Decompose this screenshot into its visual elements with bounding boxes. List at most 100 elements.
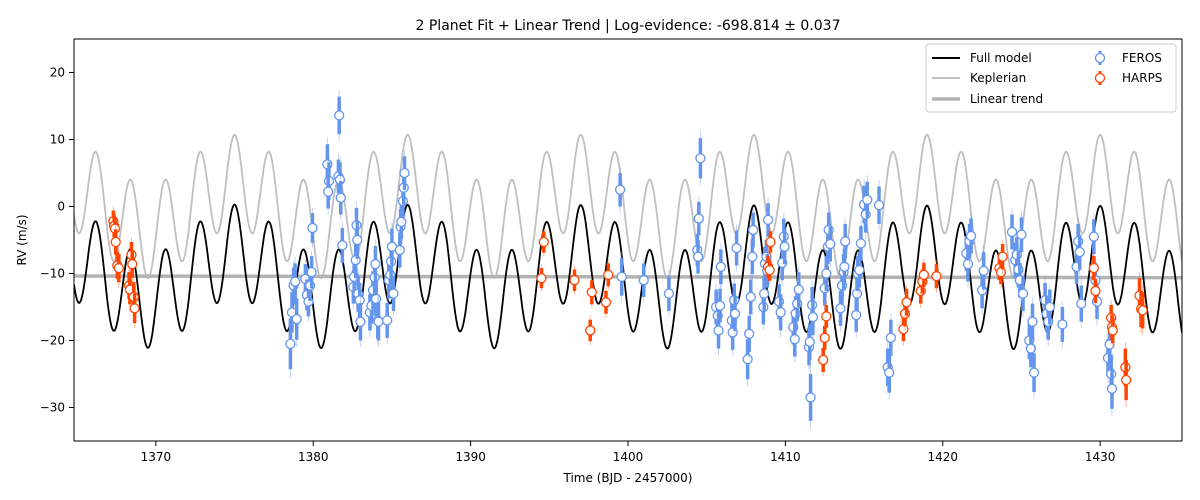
- y-axis-label: RV (m/s): [15, 214, 29, 265]
- feros-data-point: [805, 392, 816, 403]
- feros-data-point: [744, 328, 755, 339]
- feros-data-point: [747, 224, 759, 236]
- feros-data-point: [396, 216, 407, 228]
- harps-data-point: [997, 251, 1008, 262]
- feros-data-point: [835, 303, 846, 314]
- harps-data-point: [901, 297, 912, 308]
- feros-data-point: [335, 192, 346, 203]
- harps-series: [108, 206, 1148, 408]
- feros-data-point: [1028, 367, 1040, 378]
- feros-data-point: [1088, 231, 1100, 242]
- feros-data-point: [394, 244, 405, 256]
- feros-data-point: [807, 311, 819, 323]
- y-tick-label: −20: [40, 334, 65, 348]
- legend-feros-marker: [1094, 51, 1106, 65]
- feros-data-point: [762, 214, 774, 226]
- feros-data-point: [1017, 288, 1029, 299]
- legend-feros-label: FEROS: [1122, 51, 1162, 65]
- feros-data-point: [614, 184, 626, 195]
- legend-harps-marker: [1094, 71, 1106, 85]
- feros-data-point: [638, 275, 649, 286]
- harps-data-point: [1120, 374, 1132, 386]
- chart-title: 2 Planet Fit + Linear Trend | Log-eviden…: [416, 18, 841, 34]
- feros-data-point: [388, 288, 399, 299]
- y-axis: −30 −20 −10 0 10 20: [40, 66, 74, 415]
- feros-data-point: [713, 325, 724, 336]
- harps-data-point: [1088, 262, 1100, 274]
- keplerian-curve: [74, 133, 1182, 280]
- feros-data-point: [371, 293, 382, 305]
- legend: Full model Keplerian Linear trend FEROS …: [925, 43, 1177, 113]
- feros-data-point: [285, 338, 296, 350]
- harps-data-point: [1107, 325, 1118, 336]
- harps-data-point: [603, 269, 614, 280]
- legend-point: [1094, 52, 1106, 64]
- feros-data-point: [978, 265, 989, 276]
- harps-data-point: [819, 332, 830, 343]
- feros-data-point: [715, 261, 727, 272]
- feros-data-point: [884, 367, 895, 378]
- feros-data-point: [965, 230, 977, 242]
- feros-data-point: [399, 167, 410, 179]
- feros-data-point: [334, 110, 345, 121]
- harps-data-point: [127, 258, 138, 270]
- feros-data-point: [714, 300, 726, 311]
- harps-data-point: [538, 236, 549, 248]
- feros-data-point: [1025, 343, 1037, 354]
- feros-data-point: [962, 258, 974, 270]
- feros-data-point: [616, 271, 627, 283]
- harps-data-point: [821, 311, 832, 322]
- feros-data-point: [747, 251, 758, 262]
- feros-data-point: [1074, 246, 1085, 258]
- feros-data-point: [745, 291, 756, 303]
- x-tick-label: 1410: [770, 450, 801, 464]
- feros-data-point: [742, 354, 753, 365]
- feros-data-point: [731, 242, 742, 254]
- feros-data-point: [382, 315, 393, 326]
- y-tick-label: −30: [40, 401, 65, 415]
- legend-point: [1094, 72, 1106, 84]
- feros-data-point: [373, 316, 384, 327]
- feros-data-point: [323, 186, 334, 197]
- harps-data-point: [536, 273, 547, 284]
- legend-full-model-label: Full model: [970, 51, 1032, 65]
- harps-data-point: [129, 303, 140, 314]
- feros-data-point: [804, 336, 815, 347]
- feros-data-point: [692, 251, 704, 262]
- x-tick-label: 1370: [141, 450, 172, 464]
- feros-data-point: [663, 288, 675, 299]
- feros-data-point: [1027, 316, 1038, 327]
- legend-harps-label: HARPS: [1122, 71, 1162, 85]
- feros-data-point: [1044, 301, 1055, 313]
- harps-data-point: [931, 271, 942, 282]
- feros-data-point: [758, 288, 770, 299]
- feros-data-point: [1057, 319, 1068, 330]
- feros-data-point: [729, 308, 741, 319]
- harps-data-point: [600, 297, 612, 308]
- plot-area: [74, 90, 1182, 430]
- feros-data-point: [851, 309, 862, 321]
- harps-data-point: [1137, 305, 1148, 316]
- harps-data-point: [110, 236, 121, 248]
- x-tick-label: 1430: [1085, 450, 1116, 464]
- harps-data-point: [818, 354, 829, 366]
- feros-data-point: [370, 258, 381, 270]
- legend-box: [925, 43, 1177, 113]
- feros-data-point: [289, 276, 301, 287]
- x-tick-label: 1400: [613, 450, 644, 464]
- harps-data-point: [586, 287, 597, 298]
- y-tick-label: −10: [40, 267, 65, 281]
- feros-data-point: [1106, 383, 1118, 394]
- feros-data-point: [821, 268, 832, 279]
- y-tick-label: 10: [50, 133, 65, 147]
- feros-data-point: [355, 316, 366, 327]
- feros-data-point: [1016, 229, 1027, 240]
- feros-data-point: [873, 200, 885, 211]
- feros-data-point: [693, 213, 704, 224]
- feros-data-point: [854, 264, 865, 276]
- legend-keplerian-label: Keplerian: [970, 71, 1026, 85]
- feros-data-point: [291, 313, 302, 325]
- feros-data-point: [789, 334, 800, 345]
- feros-data-point: [352, 234, 363, 246]
